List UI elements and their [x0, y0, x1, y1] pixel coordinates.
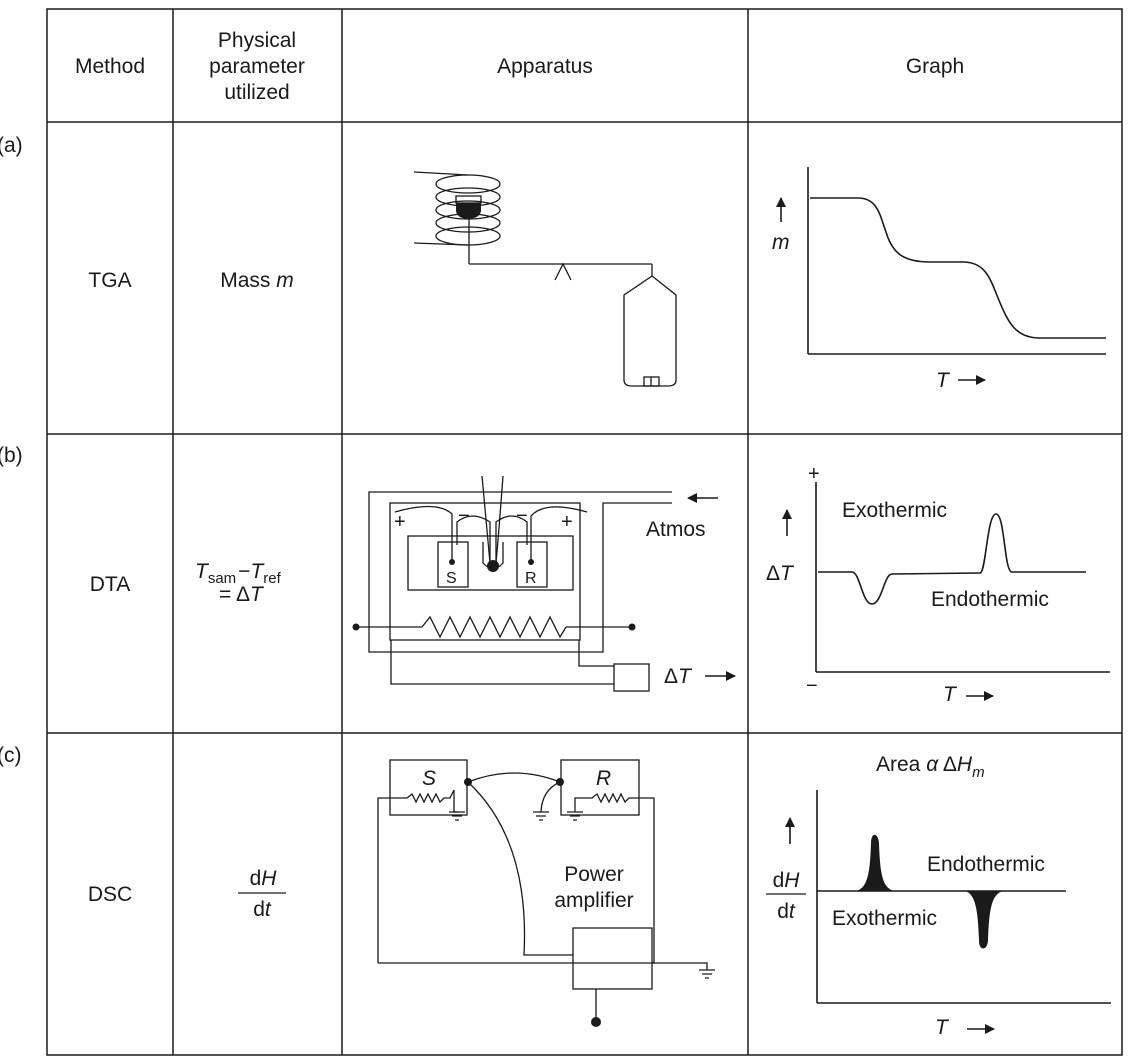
plus-label: + — [808, 463, 820, 485]
area-label: Area α ΔHm — [876, 753, 985, 781]
method-column: TGA DTA DSC — [88, 269, 132, 906]
sample-cell-label: S — [446, 570, 457, 587]
balance-housing — [624, 276, 676, 386]
header-parameter-line1: Physical — [218, 29, 296, 52]
tga-apparatus — [414, 172, 676, 386]
plus-sign-right: + — [561, 511, 573, 533]
method-dsc: DSC — [88, 883, 132, 906]
power-amplifier-box — [573, 928, 652, 989]
ground-icon — [699, 970, 715, 978]
endothermic-peak — [856, 835, 894, 891]
tga-graph: m T — [772, 167, 1106, 392]
y-denominator: dt — [777, 900, 796, 923]
dsc-graph: Area α ΔHm Endothermic Exothermic dH dt … — [766, 753, 1111, 1039]
power-amplifier-label-2: amplifier — [554, 889, 633, 912]
row-label-c: (c) — [0, 744, 22, 767]
minus-sign-right: − — [516, 505, 528, 527]
heater-resistor — [422, 617, 566, 637]
header-method: Method — [75, 55, 145, 78]
dta-graph: + − ΔT Exothermic Endothermic T — [766, 463, 1110, 706]
y-axis-label: m — [772, 231, 790, 254]
minus-label: − — [806, 675, 818, 697]
power-amplifier-label-1: Power — [564, 863, 624, 886]
exothermic-dip — [965, 891, 1003, 949]
atmos-label: Atmos — [646, 518, 706, 541]
exothermic-label: Exothermic — [832, 907, 937, 930]
delta-t-meter — [614, 664, 649, 691]
row-label-b: (b) — [0, 444, 23, 467]
header-apparatus: Apparatus — [497, 55, 593, 78]
y-numerator: dH — [773, 869, 801, 892]
mass-loss-curve — [810, 198, 1106, 338]
header-parameter-line2: parameter — [209, 55, 305, 78]
parameter-column: Mass m Tsam−Tref = ΔT dH dt — [195, 269, 294, 921]
table-header: Method Physical parameter utilized Appar… — [75, 29, 964, 104]
param-dt-denominator: dt — [253, 898, 272, 921]
x-axis-label: T — [943, 683, 958, 706]
param-delta-t: = ΔT — [219, 583, 265, 606]
row-label-a: (a) — [0, 134, 23, 157]
header-parameter-line3: utilized — [224, 81, 289, 104]
row-labels: (a) (b) (c) — [0, 134, 23, 767]
x-axis-label: T — [936, 369, 951, 392]
reference-heater-label: R — [596, 767, 611, 790]
exothermic-label: Exothermic — [842, 499, 947, 522]
sample-heater-label: S — [422, 767, 436, 790]
method-dta: DTA — [90, 573, 130, 596]
dta-apparatus: S R + − − + ΔT Atmos — [353, 476, 736, 691]
param-dh-numerator: dH — [250, 867, 278, 890]
header-graph: Graph — [906, 55, 964, 78]
param-mass: Mass m — [220, 269, 294, 292]
ground-icon — [533, 812, 549, 820]
reference-cell-label: R — [525, 570, 537, 587]
minus-sign-left: − — [458, 505, 470, 527]
x-axis-label: T — [935, 1016, 950, 1039]
dsc-apparatus: S R Power amplifier — [378, 760, 715, 1027]
y-axis-label: ΔT — [766, 562, 795, 585]
sample-crucible — [456, 203, 481, 219]
delta-t-output-label: ΔT — [664, 665, 693, 688]
method-tga: TGA — [88, 269, 131, 292]
ground-icon — [449, 812, 465, 820]
fulcrum-icon — [555, 264, 571, 280]
ground-icon — [567, 812, 583, 820]
endothermic-label: Endothermic — [931, 588, 1049, 611]
endothermic-label: Endothermic — [927, 853, 1045, 876]
plus-sign-left: + — [394, 511, 406, 533]
